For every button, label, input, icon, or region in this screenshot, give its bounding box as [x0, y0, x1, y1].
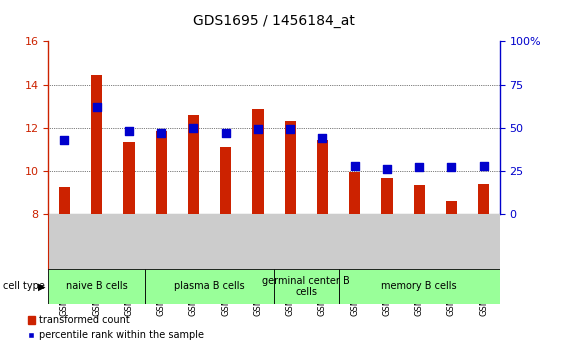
- Bar: [381, 178, 392, 214]
- Point: [124, 128, 133, 134]
- Point: [415, 165, 424, 170]
- Bar: [220, 147, 231, 214]
- Bar: [145, 269, 274, 304]
- Bar: [274, 269, 339, 304]
- Point: [221, 130, 230, 136]
- Text: memory B cells: memory B cells: [381, 282, 457, 291]
- Point: [253, 127, 262, 132]
- Text: cell type: cell type: [3, 282, 45, 291]
- Point: [92, 104, 101, 110]
- Point: [157, 130, 166, 136]
- Bar: [339, 269, 500, 304]
- Bar: [478, 184, 490, 214]
- Bar: [446, 201, 457, 214]
- Bar: [123, 142, 135, 214]
- Bar: [317, 139, 328, 214]
- Bar: [285, 121, 296, 214]
- Bar: [349, 172, 360, 214]
- Point: [382, 166, 391, 172]
- Bar: [48, 269, 145, 304]
- Point: [189, 125, 198, 130]
- Bar: [91, 75, 102, 214]
- Point: [479, 163, 488, 168]
- Text: plasma B cells: plasma B cells: [174, 282, 245, 291]
- Point: [60, 137, 69, 142]
- Point: [350, 163, 359, 168]
- Point: [286, 127, 295, 132]
- Text: GDS1695 / 1456184_at: GDS1695 / 1456184_at: [193, 14, 355, 28]
- Legend: transformed count, percentile rank within the sample: transformed count, percentile rank withi…: [28, 315, 204, 340]
- Bar: [188, 115, 199, 214]
- Bar: [414, 185, 425, 214]
- Point: [447, 165, 456, 170]
- Point: [318, 135, 327, 141]
- Bar: [156, 131, 167, 214]
- Bar: [59, 187, 70, 214]
- Text: germinal center B
cells: germinal center B cells: [262, 276, 350, 297]
- Bar: [252, 109, 264, 214]
- Text: naive B cells: naive B cells: [66, 282, 128, 291]
- Text: ▶: ▶: [38, 282, 45, 291]
